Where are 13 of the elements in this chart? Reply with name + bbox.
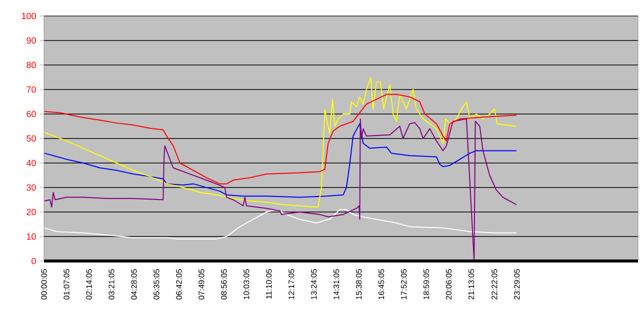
y-tick-label: 70 [26, 86, 36, 93]
y-tick-label: 10 [26, 233, 36, 240]
line-series [44, 209, 517, 240]
y-tick-label: 30 [26, 184, 36, 191]
y-tick-label: 50 [26, 135, 36, 142]
y-tick-label: 20 [26, 208, 36, 216]
y-tick-label: 90 [26, 37, 36, 44]
y-tick-label: 60 [26, 110, 36, 118]
y-tick-label: 0 [32, 258, 36, 264]
y-tick-label: 40 [26, 160, 36, 166]
y-tick-label: 100 [22, 12, 36, 20]
line-series [44, 76, 517, 208]
y-tick-label: 80 [26, 62, 36, 68]
